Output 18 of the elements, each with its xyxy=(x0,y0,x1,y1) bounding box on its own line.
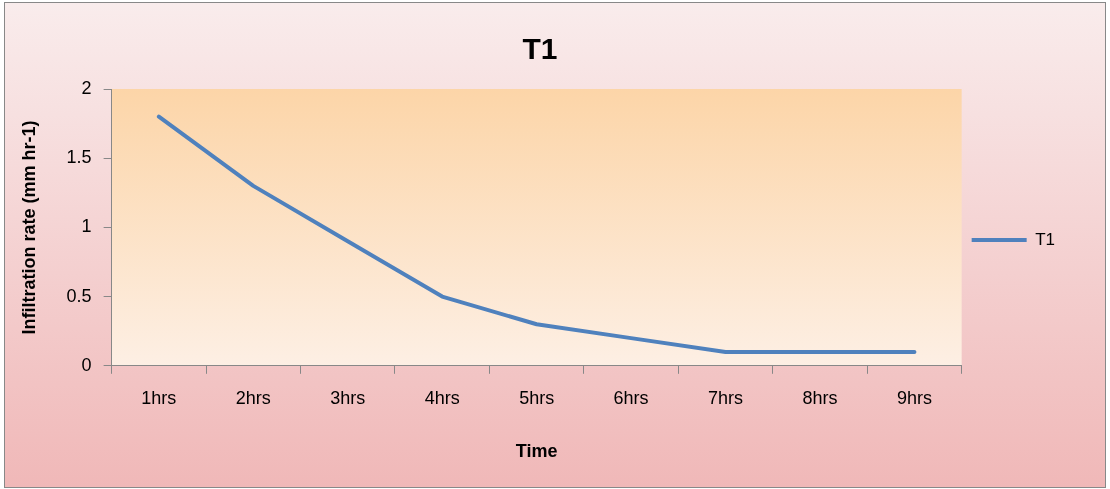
y-axis-title: Infiltration rate (mm hr-1) xyxy=(18,120,39,335)
x-tick-label: 5hrs xyxy=(519,387,555,408)
x-tick-label: 3hrs xyxy=(330,387,366,408)
y-tick-label: 0.5 xyxy=(66,285,92,306)
x-axis-title: Time xyxy=(515,441,558,462)
x-tick-label: 2hrs xyxy=(235,387,271,408)
chart-title: T1 xyxy=(522,32,558,66)
y-tick-label: 1.5 xyxy=(66,147,92,168)
y-tick-label: 2 xyxy=(81,77,92,98)
x-tick-label: 1hrs xyxy=(141,387,177,408)
x-tick-label: 9hrs xyxy=(896,387,932,408)
y-tick-label: 1 xyxy=(81,216,92,237)
x-tick-label: 4hrs xyxy=(424,387,460,408)
x-tick-label: 7hrs xyxy=(708,387,744,408)
x-tick-label: 6hrs xyxy=(613,387,649,408)
x-tick-label: 8hrs xyxy=(802,387,838,408)
y-tick-label: 0 xyxy=(81,354,92,375)
legend-label: T1 xyxy=(1035,229,1055,249)
